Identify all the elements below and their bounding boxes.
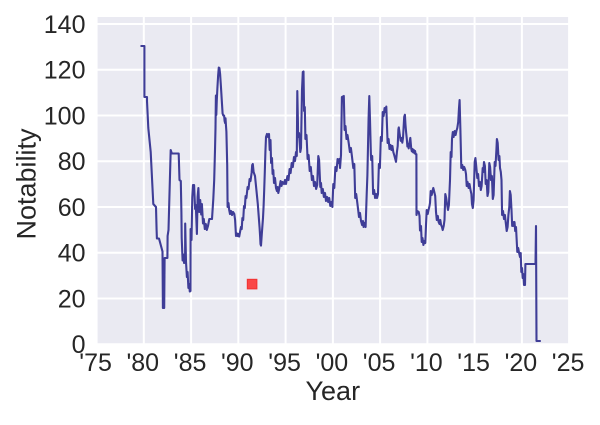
- svg-text:140: 140: [44, 11, 86, 39]
- svg-text:Year: Year: [306, 376, 361, 406]
- svg-text:'20: '20: [505, 349, 538, 377]
- svg-text:120: 120: [44, 57, 86, 85]
- svg-text:'00: '00: [316, 349, 349, 377]
- svg-text:'90: '90: [221, 349, 254, 377]
- svg-text:'80: '80: [127, 349, 160, 377]
- svg-text:'75: '75: [79, 349, 112, 377]
- svg-text:100: 100: [44, 103, 86, 131]
- svg-text:20: 20: [58, 286, 86, 314]
- svg-text:'15: '15: [457, 349, 490, 377]
- svg-text:40: 40: [58, 240, 86, 268]
- svg-text:'85: '85: [174, 349, 207, 377]
- svg-text:60: 60: [58, 194, 86, 222]
- svg-text:80: 80: [58, 148, 86, 176]
- svg-text:'05: '05: [363, 349, 396, 377]
- svg-text:'25: '25: [552, 349, 585, 377]
- svg-text:Notability: Notability: [12, 128, 42, 240]
- svg-text:'10: '10: [410, 349, 443, 377]
- svg-text:0: 0: [72, 331, 86, 359]
- svg-text:'95: '95: [268, 349, 301, 377]
